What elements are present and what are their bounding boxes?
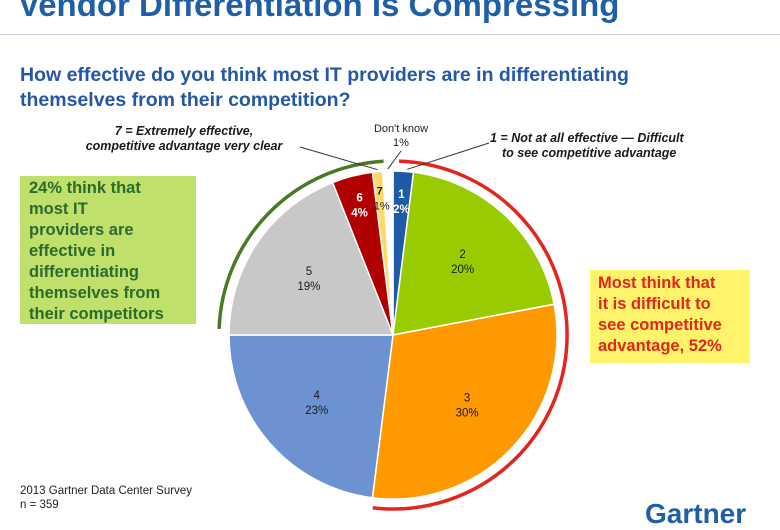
difficult-bracket-arc bbox=[372, 159, 569, 511]
slice-value-7: 1% bbox=[374, 201, 390, 213]
green-line-1: 24% think that bbox=[29, 179, 141, 197]
slice-value-6: 4% bbox=[351, 208, 368, 220]
source-note: 2013 Gartner Data Center Survey n = 359 bbox=[20, 484, 192, 512]
green-line-3: providers are bbox=[29, 221, 134, 239]
slice-label-6: 6 bbox=[356, 193, 362, 205]
dont-know-label: Don't know bbox=[373, 123, 429, 135]
effective-bracket-arc bbox=[217, 159, 384, 329]
leader-line-1 bbox=[407, 142, 490, 170]
difficult-callout-box: Most think that it is difficult to see c… bbox=[590, 270, 750, 363]
leader-line-7 bbox=[299, 146, 378, 171]
callout-dont-know: Don't know 1% bbox=[363, 122, 439, 150]
slice-label-3: 3 bbox=[464, 393, 470, 405]
slice-label-7: 7 bbox=[377, 186, 383, 198]
slice-value-3: 30% bbox=[456, 408, 479, 420]
dont-know-value: 1% bbox=[393, 137, 409, 149]
slice-label-4: 4 bbox=[313, 390, 320, 402]
slice-label-2: 2 bbox=[459, 249, 465, 261]
callout-top-right-line-1: 1 = Not at all effective — Difficult bbox=[490, 131, 684, 145]
question-line-2: themselves from their competition? bbox=[20, 89, 351, 111]
slice-value-1: 2% bbox=[393, 204, 410, 216]
callout-top-right-line-2: to see competitive advantage bbox=[502, 146, 677, 160]
pie-chart: 1 2% 2 20% 3 30% 4 23% 5 19% 6 4% 7 1% bbox=[217, 142, 569, 511]
pie-slice-dont-know bbox=[381, 170, 394, 336]
callout-top-left-line-1: 7 = Extremely effective, bbox=[114, 124, 254, 138]
effective-callout-box: 24% think that most IT providers are eff… bbox=[20, 176, 196, 324]
pie-slice-2 bbox=[392, 171, 555, 336]
slice-labels: 1 2% 2 20% 3 30% 4 23% 5 19% 6 4% 7 1% bbox=[297, 186, 478, 420]
green-line-2: most IT bbox=[29, 200, 88, 218]
sample-size: n = 359 bbox=[20, 499, 59, 511]
yellow-line-1: Most think that bbox=[598, 274, 716, 292]
source-text: 2013 Gartner Data Center Survey bbox=[20, 485, 192, 497]
leader-lines bbox=[299, 142, 490, 171]
pie-slices bbox=[228, 170, 558, 500]
yellow-line-3: see competitive bbox=[598, 316, 722, 334]
slice-value-4: 23% bbox=[305, 405, 328, 417]
pie-slice-5 bbox=[228, 181, 395, 336]
green-line-4: effective in bbox=[29, 242, 116, 260]
slice-value-5: 19% bbox=[297, 281, 320, 293]
callout-top-left: 7 = Extremely effective, competitive adv… bbox=[48, 124, 320, 154]
leader-line-dont-know bbox=[387, 150, 402, 170]
slice-label-5: 5 bbox=[306, 266, 312, 278]
green-line-7: their competitors bbox=[29, 305, 164, 323]
survey-question: How effective do you think most IT provi… bbox=[20, 63, 760, 113]
green-line-6: themselves from bbox=[29, 284, 161, 302]
slice-label-1: 1 bbox=[398, 189, 405, 201]
pie-slice-3 bbox=[371, 303, 558, 500]
title-divider bbox=[0, 34, 780, 35]
yellow-line-2: it is difficult to bbox=[598, 295, 711, 313]
callout-top-left-line-2: competitive advantage very clear bbox=[85, 139, 283, 153]
bracket-arcs bbox=[217, 159, 569, 511]
yellow-line-4: advantage, 52% bbox=[598, 337, 722, 355]
gartner-logo: Gartner bbox=[645, 498, 747, 529]
callout-top-right: 1 = Not at all effective — Difficult to … bbox=[466, 131, 766, 161]
slice-value-2: 20% bbox=[451, 264, 474, 276]
green-line-5: differentiating bbox=[29, 263, 139, 281]
question-line-1: How effective do you think most IT provi… bbox=[20, 64, 629, 86]
page-title: Vendor Differentiation Is Compressing bbox=[18, 0, 620, 23]
pie-slice-4 bbox=[228, 334, 394, 499]
